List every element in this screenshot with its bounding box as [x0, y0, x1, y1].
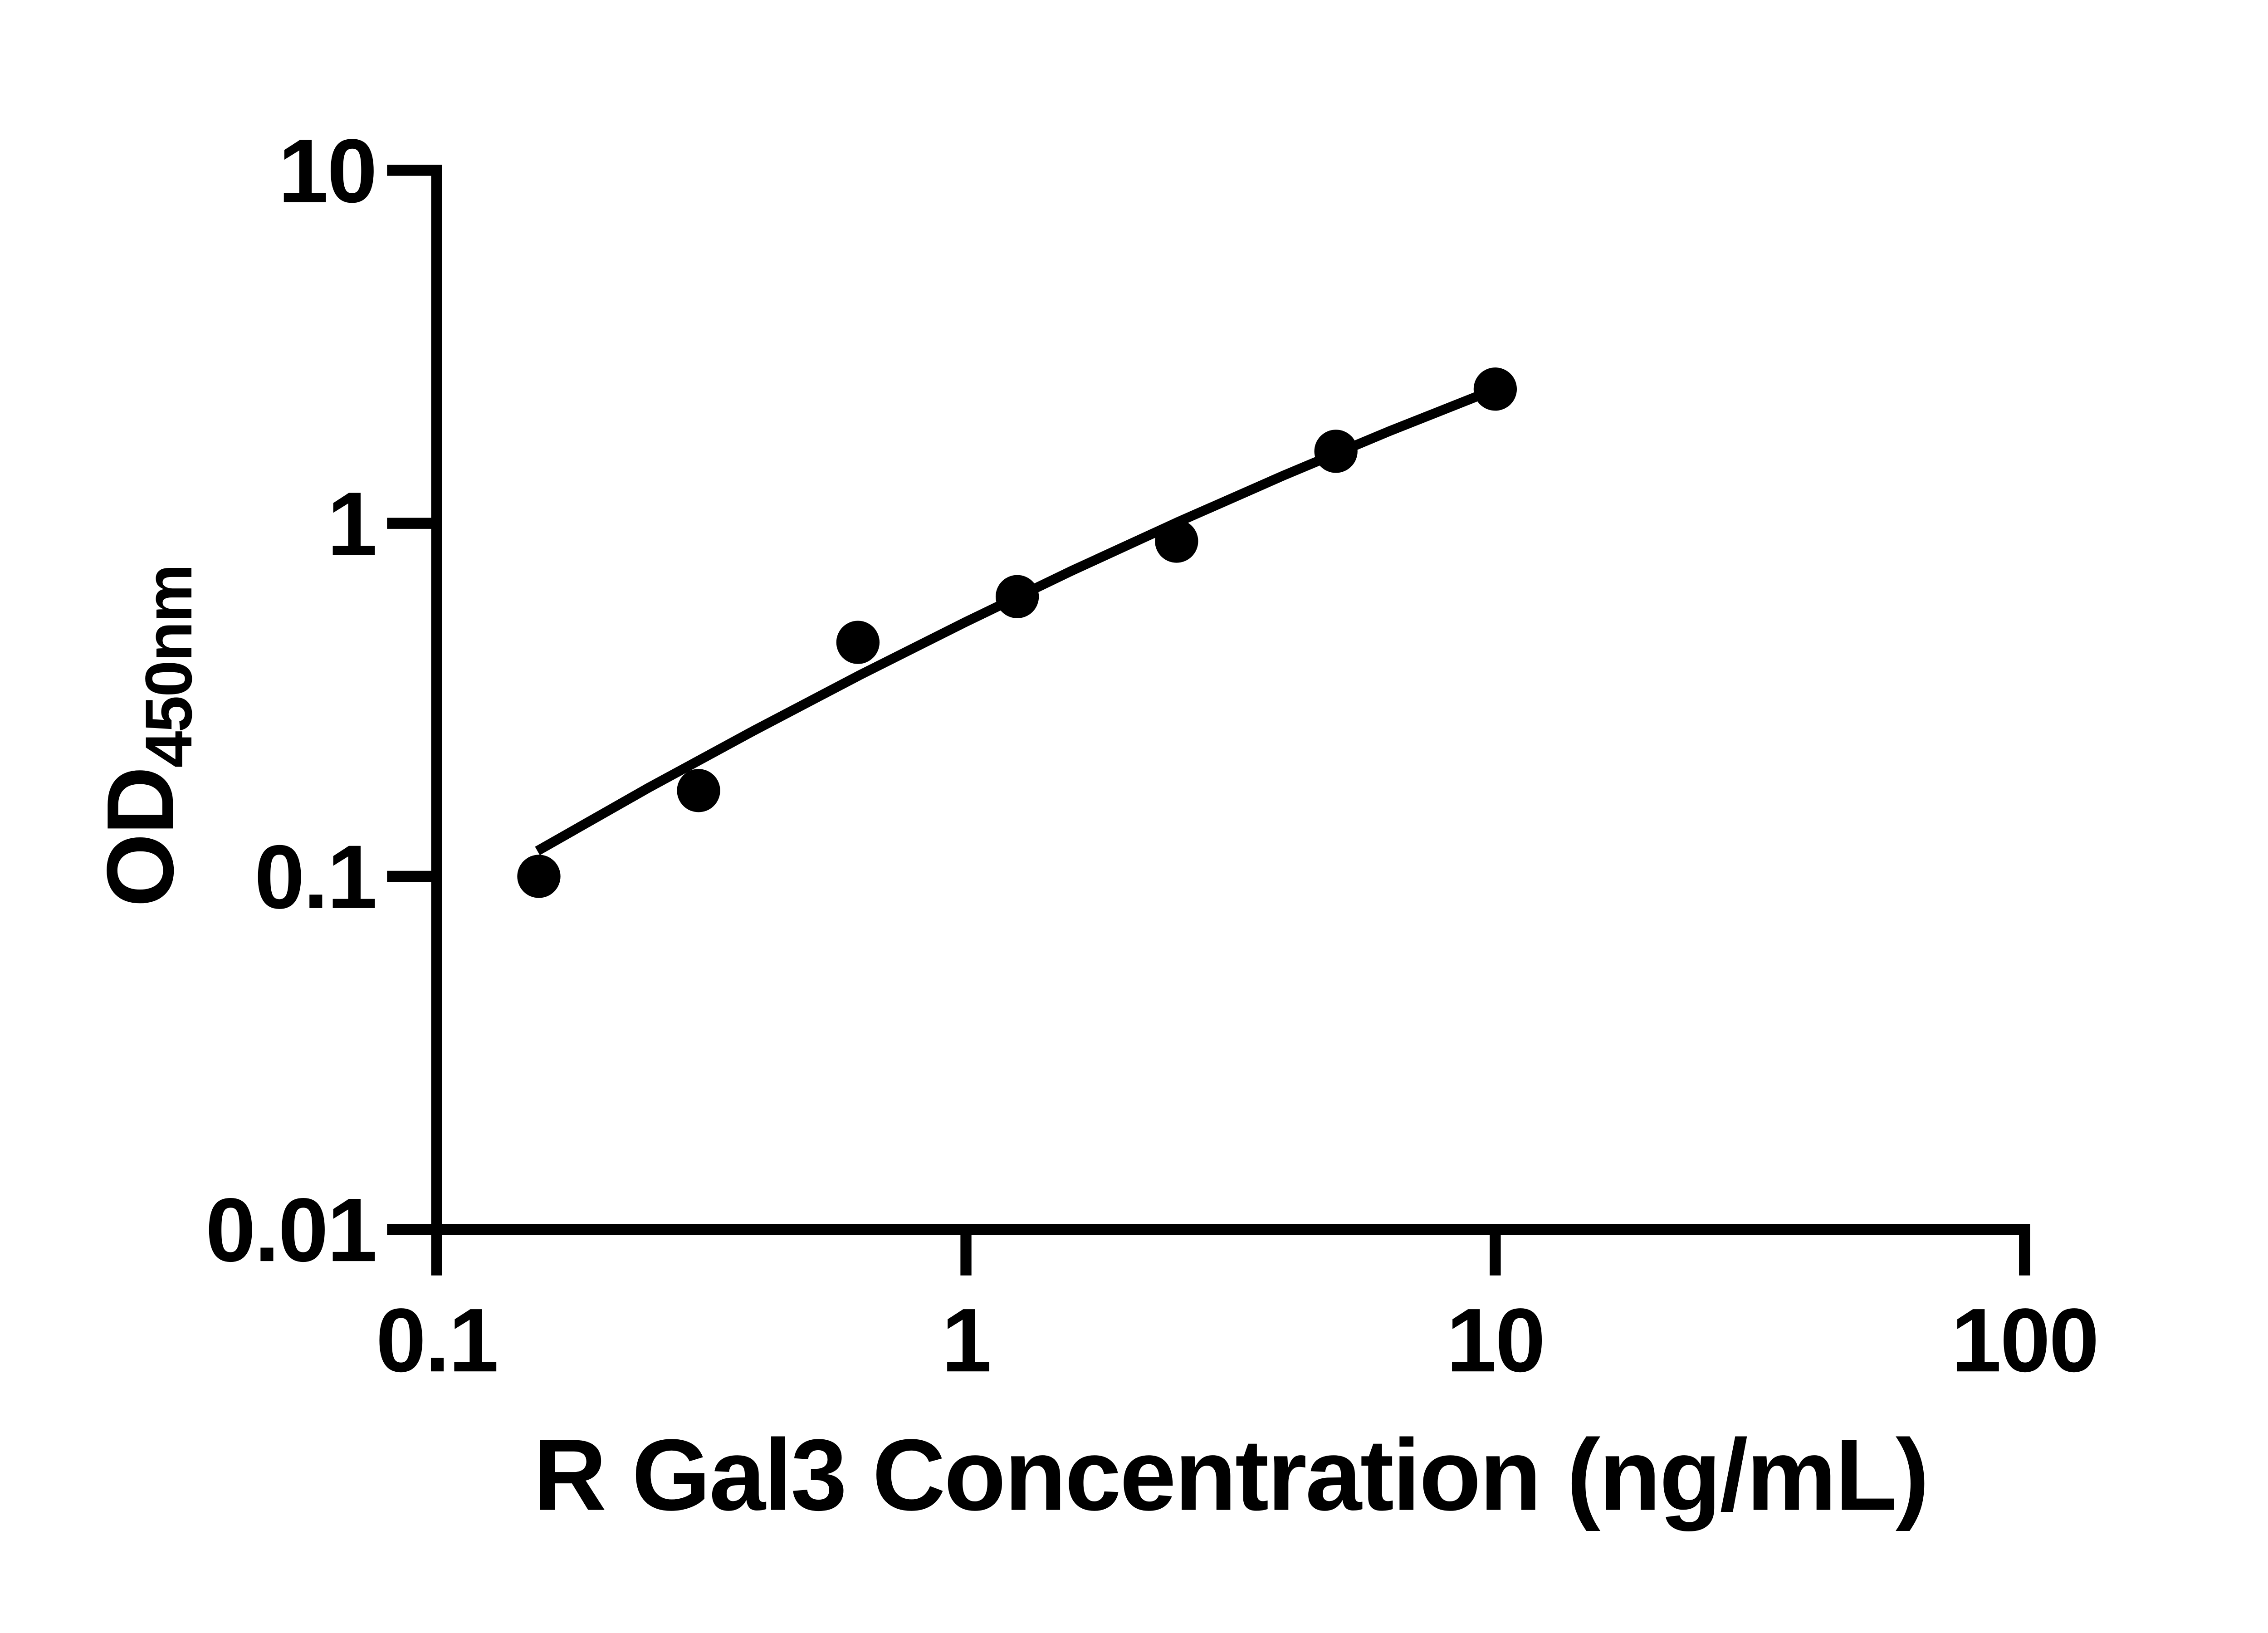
x-ticks: 0.1 1 10 100 [376, 1235, 2099, 1391]
y-tick-label: 0.1 [254, 827, 376, 928]
x-tick-label: 1 [942, 1290, 991, 1391]
data-point [1473, 367, 1517, 411]
y-axis-title: OD450nm [88, 565, 205, 907]
y-tick-label: 0.01 [205, 1180, 376, 1281]
axes [431, 165, 2030, 1235]
data-point [517, 855, 561, 898]
x-axis-title: R Gal3 Concentration (ng/mL) [533, 1419, 1928, 1532]
data-point [995, 575, 1039, 618]
y-ticks: 10 1 0.1 0.01 [205, 121, 431, 1281]
x-tick-label: 100 [1951, 1290, 2098, 1391]
y-tick-label: 10 [278, 121, 376, 221]
data-point [677, 769, 720, 812]
y-axis-title-text: OD450nm [88, 565, 205, 907]
data-point [836, 621, 880, 664]
data-points [517, 367, 1517, 898]
data-point [1155, 519, 1198, 563]
y-tick-label: 1 [327, 474, 376, 575]
y-axis-title-subscript: 450nm [132, 565, 205, 768]
x-tick-label: 0.1 [376, 1290, 498, 1391]
y-axis-title-main: OD [88, 768, 193, 907]
x-tick-label: 10 [1447, 1290, 1545, 1391]
data-point [1314, 430, 1358, 473]
